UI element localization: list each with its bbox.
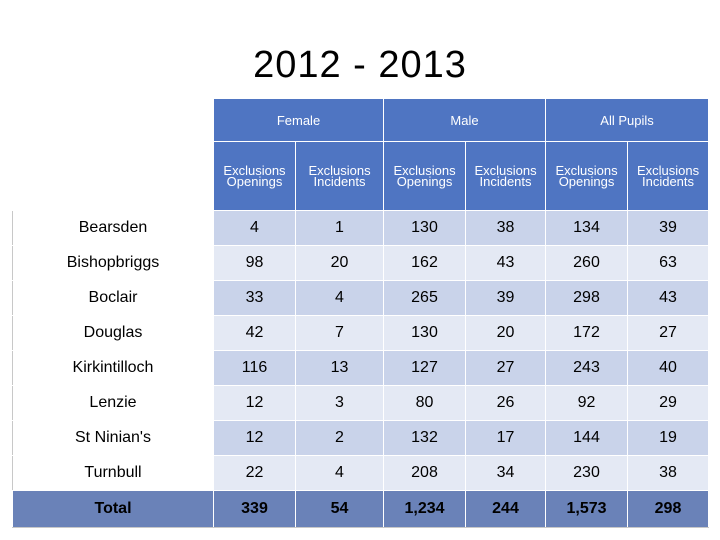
cell: 230 <box>545 455 629 491</box>
group-header-row: Female Male All Pupils <box>12 98 710 142</box>
cell: 17 <box>465 420 547 456</box>
total-cell: 244 <box>465 490 547 528</box>
cell: 162 <box>383 245 467 281</box>
cell: 43 <box>627 280 710 316</box>
cell: 13 <box>294 350 385 386</box>
cell: 132 <box>383 420 467 456</box>
exclusions-table: Female Male All Pupils Exclusions Opening… <box>12 98 710 528</box>
sub-header: Exclusions Openings <box>383 141 467 211</box>
table-row: Douglas 42 7 130 20 172 27 <box>12 315 710 351</box>
cell: 298 <box>545 280 629 316</box>
group-female: Female <box>212 98 385 142</box>
cell: 20 <box>465 315 547 351</box>
cell: 98 <box>213 245 296 281</box>
cell: 27 <box>465 350 547 386</box>
total-cell: 54 <box>294 490 385 528</box>
cell: 39 <box>627 210 710 246</box>
row-name: Kirkintilloch <box>12 350 214 386</box>
cell: 26 <box>465 385 547 421</box>
cell: 4 <box>294 455 385 491</box>
total-cell: 1,234 <box>383 490 467 528</box>
cell: 1 <box>294 210 385 246</box>
table-row: Lenzie 12 3 80 26 92 29 <box>12 385 710 421</box>
table-row: Bearsden 4 1 130 38 134 39 <box>12 210 710 246</box>
cell: 27 <box>627 315 710 351</box>
cell: 39 <box>465 280 547 316</box>
table-row: Kirkintilloch 116 13 127 27 243 40 <box>12 350 710 386</box>
sub-header-row: Exclusions Openings Exclusions Incidents E… <box>12 141 710 211</box>
cell: 130 <box>383 210 467 246</box>
slide-title: 2012 - 2013 <box>253 44 467 86</box>
corner-blank <box>12 98 214 142</box>
cell: 172 <box>545 315 629 351</box>
cell: 265 <box>383 280 467 316</box>
cell: 29 <box>627 385 710 421</box>
cell: 38 <box>465 210 547 246</box>
cell: 7 <box>294 315 385 351</box>
cell: 63 <box>627 245 710 281</box>
cell: 43 <box>465 245 547 281</box>
sub-header: Exclusions Incidents <box>465 141 547 211</box>
cell: 34 <box>465 455 547 491</box>
cell: 2 <box>294 420 385 456</box>
group-male: Male <box>383 98 547 142</box>
row-name: Bearsden <box>12 210 214 246</box>
cell: 208 <box>383 455 467 491</box>
sub-header: Exclusions Openings <box>545 141 629 211</box>
cell: 42 <box>213 315 296 351</box>
row-name: Boclair <box>12 280 214 316</box>
sub-header: Exclusions Incidents <box>294 141 385 211</box>
row-name: Lenzie <box>12 385 214 421</box>
group-all-pupils: All Pupils <box>545 98 710 142</box>
cell: 260 <box>545 245 629 281</box>
cell: 92 <box>545 385 629 421</box>
cell: 22 <box>213 455 296 491</box>
cell: 33 <box>213 280 296 316</box>
cell: 80 <box>383 385 467 421</box>
row-name: St Ninian's <box>12 420 214 456</box>
total-cell: 339 <box>213 490 296 528</box>
cell: 20 <box>294 245 385 281</box>
table-row: Bishopbriggs 98 20 162 43 260 63 <box>12 245 710 281</box>
cell: 40 <box>627 350 710 386</box>
sub-header: Exclusions Incidents <box>627 141 710 211</box>
table-row: Boclair 33 4 265 39 298 43 <box>12 280 710 316</box>
cell: 116 <box>213 350 296 386</box>
corner-blank-2 <box>12 141 214 211</box>
table-row: Turnbull 22 4 208 34 230 38 <box>12 455 710 491</box>
cell: 127 <box>383 350 467 386</box>
cell: 19 <box>627 420 710 456</box>
cell: 144 <box>545 420 629 456</box>
cell: 134 <box>545 210 629 246</box>
total-cell: 1,573 <box>545 490 629 528</box>
total-cell: 298 <box>627 490 710 528</box>
cell: 38 <box>627 455 710 491</box>
cell: 4 <box>213 210 296 246</box>
cell: 12 <box>213 420 296 456</box>
cell: 130 <box>383 315 467 351</box>
table-row: St Ninian's 12 2 132 17 144 19 <box>12 420 710 456</box>
cell: 3 <box>294 385 385 421</box>
row-name: Douglas <box>12 315 214 351</box>
cell: 243 <box>545 350 629 386</box>
row-name: Turnbull <box>12 455 214 491</box>
sub-header: Exclusions Openings <box>213 141 296 211</box>
total-row: Total 339 54 1,234 244 1,573 298 <box>12 490 710 528</box>
cell: 12 <box>213 385 296 421</box>
row-name: Bishopbriggs <box>12 245 214 281</box>
cell: 4 <box>294 280 385 316</box>
total-label: Total <box>12 490 214 528</box>
